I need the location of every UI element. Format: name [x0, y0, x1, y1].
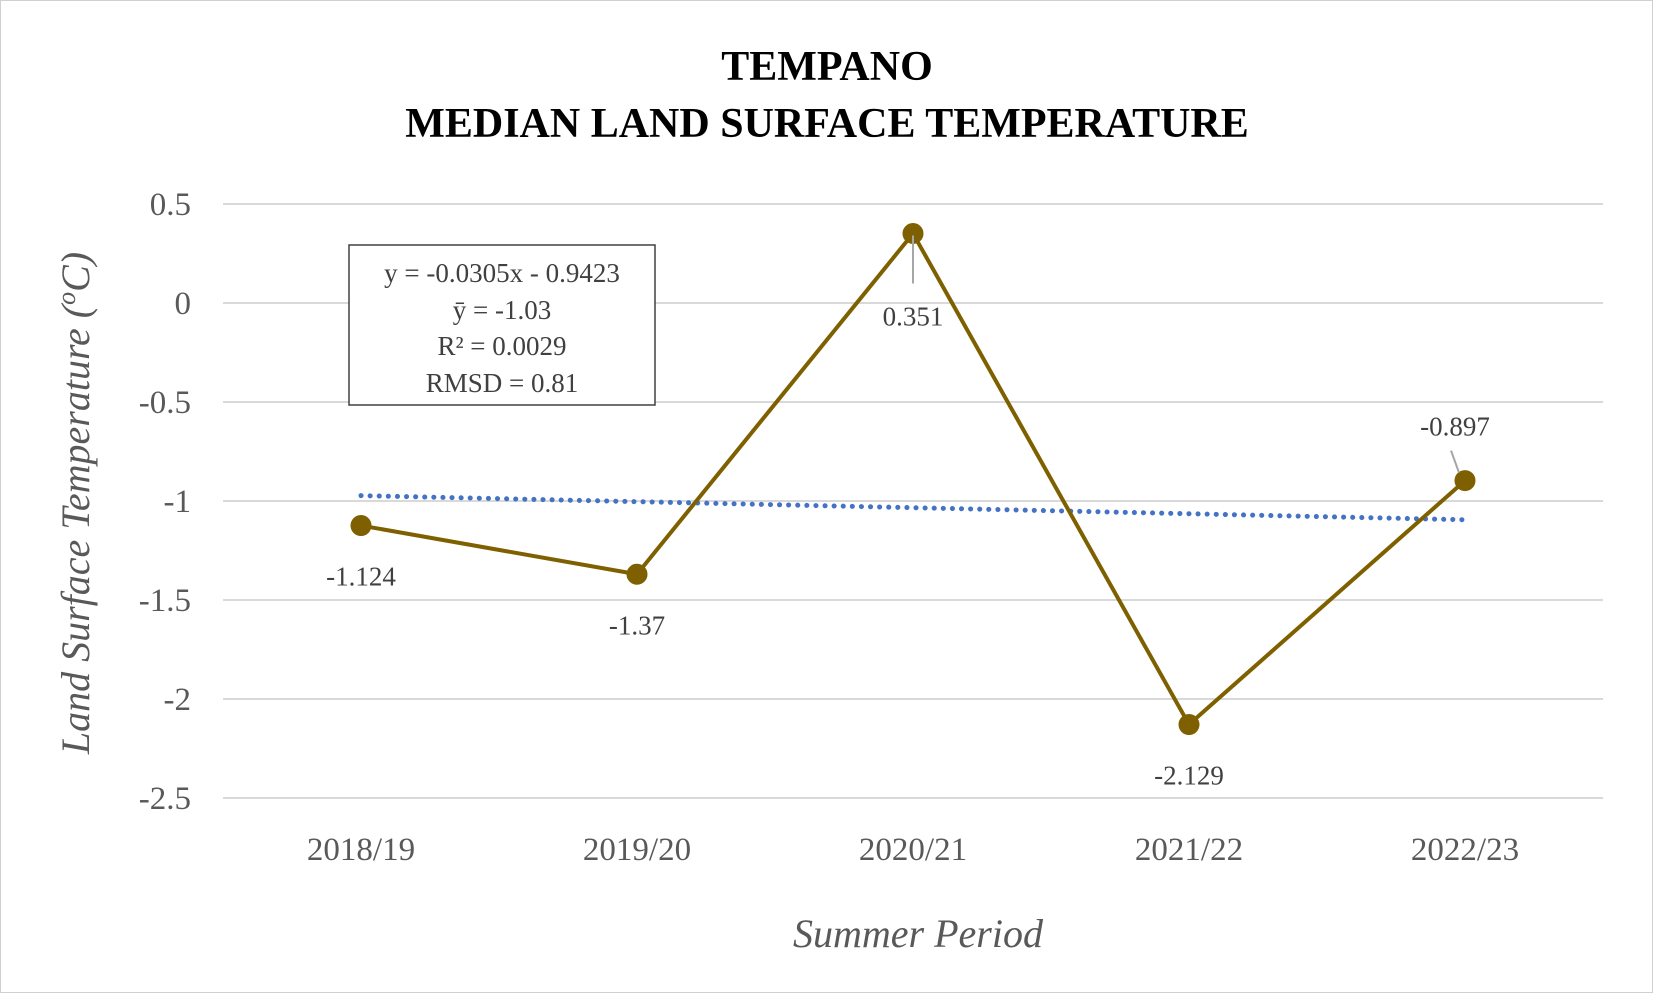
x-tick-label: 2018/19 [307, 832, 415, 868]
r-squared: R² = 0.0029 [437, 331, 566, 361]
data-labels: -1.124 -1.37 0.351 -2.129 -0.897 [326, 235, 1490, 791]
trendline-layer [358, 493, 1468, 523]
trendline [358, 493, 1468, 523]
rmsd-value: RMSD = 0.81 [426, 368, 579, 398]
data-label: -0.897 [1420, 412, 1490, 442]
y-tick-label: 0.5 [150, 187, 191, 223]
y-tick-label: -1.5 [139, 583, 191, 619]
stats-box-border [348, 244, 656, 406]
y-tick-label: 0 [175, 286, 192, 322]
data-label: -1.37 [609, 610, 665, 640]
y-axis-title: Land Surface Temperature (oC) [52, 252, 98, 755]
x-tick-label: 2019/20 [583, 832, 691, 868]
y-axis-title-unit: C) [53, 252, 98, 292]
y-axis-ticks: 0.5 0 -0.5 -1 -1.5 -2 -2.5 [139, 187, 191, 817]
leader-line [1450, 450, 1460, 473]
chart-title-line-2: MEDIAN LAND SURFACE TEMPERATURE [405, 101, 1249, 147]
x-tick-label: 2022/23 [1411, 832, 1519, 868]
y-axis-title-main: Land Surface Temperature ( [53, 302, 98, 755]
x-tick-label: 2020/21 [859, 832, 967, 868]
data-point [1454, 470, 1476, 492]
y-tick-label: -2.5 [139, 781, 191, 817]
data-label: -2.129 [1154, 761, 1224, 791]
x-tick-label: 2021/22 [1135, 832, 1243, 868]
x-axis-ticks: 2018/19 2019/20 2020/21 2021/22 2022/23 [307, 832, 1519, 868]
y-tick-label: -2 [164, 682, 192, 718]
data-point [626, 563, 648, 585]
mean-value: ȳ = -1.03 [453, 295, 551, 325]
data-point [1178, 714, 1200, 736]
x-axis-title: Summer Period [793, 911, 1044, 956]
stats-box: y = -0.0305x - 0.9423 ȳ = -1.03 R² = 0.0… [348, 244, 656, 406]
data-label: -1.124 [326, 562, 396, 592]
data-label: 0.351 [883, 302, 944, 332]
y-axis-title-degree: o [52, 292, 81, 305]
y-tick-label: -0.5 [139, 385, 191, 421]
trendline-equation: y = -0.0305x - 0.9423 [384, 258, 620, 288]
series-layer [350, 223, 1476, 736]
data-point [350, 515, 372, 537]
y-tick-label: -1 [164, 484, 192, 520]
chart-title-line-1: TEMPANO [721, 44, 933, 90]
